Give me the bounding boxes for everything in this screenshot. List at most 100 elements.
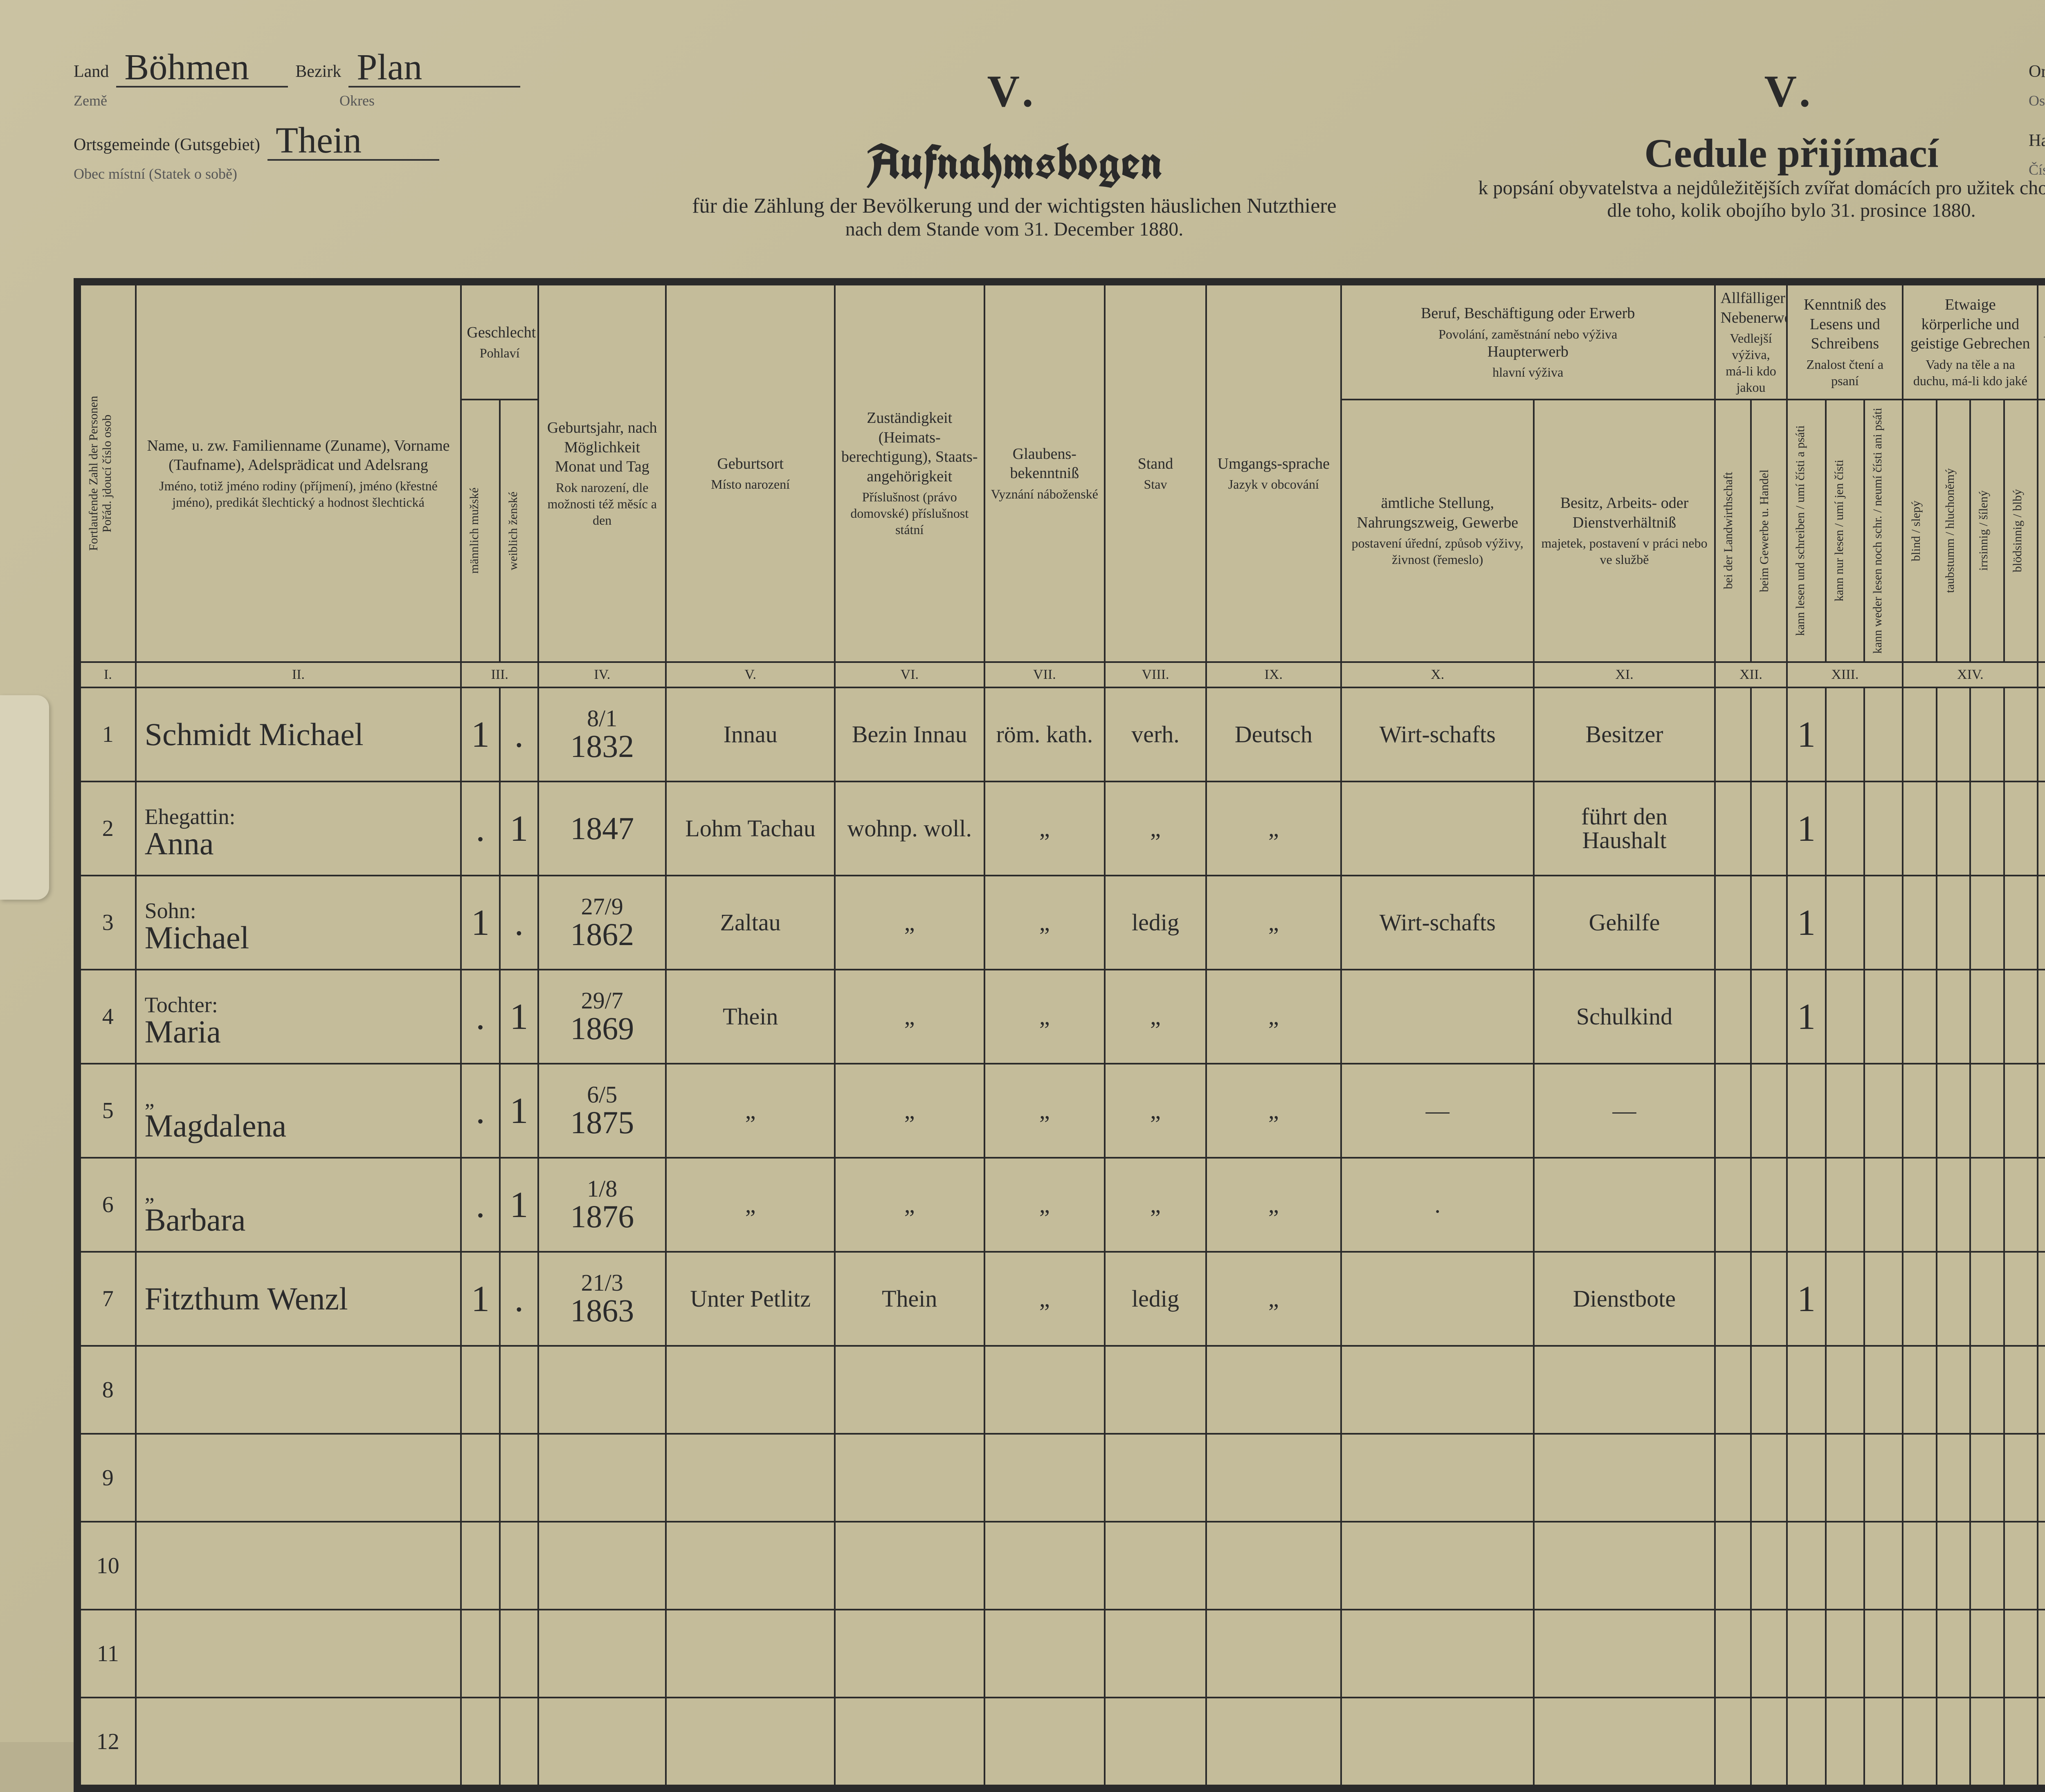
cell-empty xyxy=(1534,1346,1715,1434)
cell-defect-3 xyxy=(1970,687,2004,781)
cell-empty xyxy=(1864,1522,1903,1610)
cell-defect-2 xyxy=(1937,876,1971,970)
cell-empty xyxy=(1903,1610,1937,1698)
cell-xii-1 xyxy=(1715,1158,1751,1252)
roman-left: V. xyxy=(646,65,1382,117)
cell-sex-w: 1 xyxy=(500,970,538,1064)
cell-present-temp xyxy=(2038,1252,2045,1346)
hdr-X-XI-group: Beruf, Beschäftigung oder ErwerbPovolání… xyxy=(1341,285,1715,400)
cell-relig: röm. kath. xyxy=(984,687,1105,781)
cell-sex-w: 1 xyxy=(500,1064,538,1158)
hdr-XIII: Kenntniß des Lesens und SchreibensZnalos… xyxy=(1787,285,1903,400)
cell-empty xyxy=(2038,1610,2045,1698)
bezirk-label-cz: Okres xyxy=(339,88,375,114)
roman-right: V. xyxy=(1423,65,2045,117)
cell-lang: „ xyxy=(1206,970,1341,1064)
hdr-XIV-1: blind / slepý xyxy=(1903,400,1937,662)
cell-read-none xyxy=(1864,687,1903,781)
cell-sex-m: . xyxy=(461,1158,499,1252)
land-label-cz: Země xyxy=(74,88,107,114)
cell-read-write: 1 xyxy=(1787,970,1825,1064)
cell-empty xyxy=(2004,1610,2038,1698)
census-sheet: Land Böhmen Bezirk Plan Země Okres Ortsg… xyxy=(0,0,2045,1742)
cell-empty xyxy=(835,1522,984,1610)
cell-relig: „ xyxy=(984,1252,1105,1346)
cell-read-none xyxy=(1864,781,1903,876)
cell-empty xyxy=(1715,1610,1751,1698)
cell-occ-xi: Besitzer xyxy=(1534,687,1715,781)
cell-empty xyxy=(1826,1522,1864,1610)
cell-empty xyxy=(1970,1698,2004,1785)
cell-dob: 29/71869 xyxy=(538,970,666,1064)
ortsgemeinde-label-de: Ortsgemeinde (Gutsgebiet) xyxy=(74,130,260,161)
cell-empty xyxy=(1341,1522,1534,1610)
header: Land Böhmen Bezirk Plan Země Okres Ortsg… xyxy=(74,49,2045,262)
title-de: Aufnahmsbogen xyxy=(646,130,1382,194)
cell-read-none xyxy=(1864,1252,1903,1346)
cell-rownum: 2 xyxy=(80,781,136,876)
cell-read-write: 1 xyxy=(1787,781,1825,876)
cell-rownum: 3 xyxy=(80,876,136,970)
hdr-XII-2: beim Gewerbe u. Handel xyxy=(1751,400,1787,662)
hdr-I: Fortlaufende Zahl der PersonenPořád. jdo… xyxy=(80,285,136,662)
cell-empty xyxy=(1903,1346,1937,1434)
table-row: 7Fitzthum Wenzl1.21/31863Unter PetlitzTh… xyxy=(80,1252,2045,1346)
hdr-XIV-3: irrsinnig / šílený xyxy=(1970,400,2004,662)
paper-tab xyxy=(0,695,49,900)
cell-sex-m: . xyxy=(461,970,499,1064)
hdr-XIII-3: kann weder lesen noch schr. / neumí číst… xyxy=(1864,400,1903,662)
cell-empty xyxy=(500,1434,538,1522)
cell-defect-2 xyxy=(1937,1158,1971,1252)
cell-relig: „ xyxy=(984,1158,1105,1252)
hdr-II: Name, u. zw. Familienname (Zuname), Vorn… xyxy=(136,285,461,662)
table-row-empty: 10 xyxy=(80,1522,2045,1610)
cell-sex-m: 1 xyxy=(461,876,499,970)
hdr-XII-1: bei der Landwirthschaft xyxy=(1715,400,1751,662)
cell-occ-x: — xyxy=(1341,1064,1534,1158)
cell-empty xyxy=(1534,1698,1715,1785)
cell-empty xyxy=(984,1346,1105,1434)
cell-empty xyxy=(1826,1434,1864,1522)
table-body: 1Schmidt Michael1.8/11832InnauBezin Inna… xyxy=(80,687,2045,1346)
cell-empty xyxy=(1903,1522,1937,1610)
table-row: 2Ehegattin:Anna.11847Lohm Tachauwohnp. w… xyxy=(80,781,2045,876)
cell-xii-2 xyxy=(1751,687,1787,781)
cell-defect-1 xyxy=(1903,781,1937,876)
cell-dob: 8/11832 xyxy=(538,687,666,781)
cell-empty xyxy=(500,1346,538,1434)
cell-rownum: 7 xyxy=(80,1252,136,1346)
cell-empty xyxy=(1787,1346,1825,1434)
cell-defect-4 xyxy=(2004,687,2038,781)
hdr-III-w: weiblich ženské xyxy=(500,400,538,662)
cell-empty xyxy=(136,1346,461,1434)
cell-empty xyxy=(1937,1434,1971,1522)
cell-lang: „ xyxy=(1206,781,1341,876)
cell-name: Ehegattin:Anna xyxy=(136,781,461,876)
cell-birthplace: „ xyxy=(666,1158,835,1252)
cell-empty xyxy=(1341,1346,1534,1434)
cell-empty xyxy=(1970,1522,2004,1610)
cell-heimat: „ xyxy=(835,970,984,1064)
cell-xii-2 xyxy=(1751,970,1787,1064)
cell-occ-xi: führt den Haushalt xyxy=(1534,781,1715,876)
land-value: Böhmen xyxy=(116,49,288,88)
cell-xii-2 xyxy=(1751,876,1787,970)
cell-empty xyxy=(136,1434,461,1522)
cell-empty xyxy=(1715,1346,1751,1434)
hdr-IV: Geburtsjahr, nach Möglichkeit Monat und … xyxy=(538,285,666,662)
cell-heimat: „ xyxy=(835,1064,984,1158)
cell-name: Sohn:Michael xyxy=(136,876,461,970)
cell-sex-m: 1 xyxy=(461,687,499,781)
hdr-X: ämtliche Stellung, Nahrungszweig, Gewerb… xyxy=(1341,400,1534,662)
cell-empty xyxy=(835,1610,984,1698)
cell-dob: 6/51875 xyxy=(538,1064,666,1158)
table-row: 3Sohn:Michael1.27/91862Zaltau„„ledig„Wir… xyxy=(80,876,2045,970)
cell-empty xyxy=(538,1610,666,1698)
cell-heimat: „ xyxy=(835,1158,984,1252)
cell-rownum: 10 xyxy=(80,1522,136,1610)
cell-read-none xyxy=(1864,1158,1903,1252)
hausnr-label-cz: Číslo domu xyxy=(2029,157,2045,183)
cell-empty xyxy=(500,1522,538,1610)
cell-present-temp xyxy=(2038,1064,2045,1158)
cell-sex-w: . xyxy=(500,687,538,781)
